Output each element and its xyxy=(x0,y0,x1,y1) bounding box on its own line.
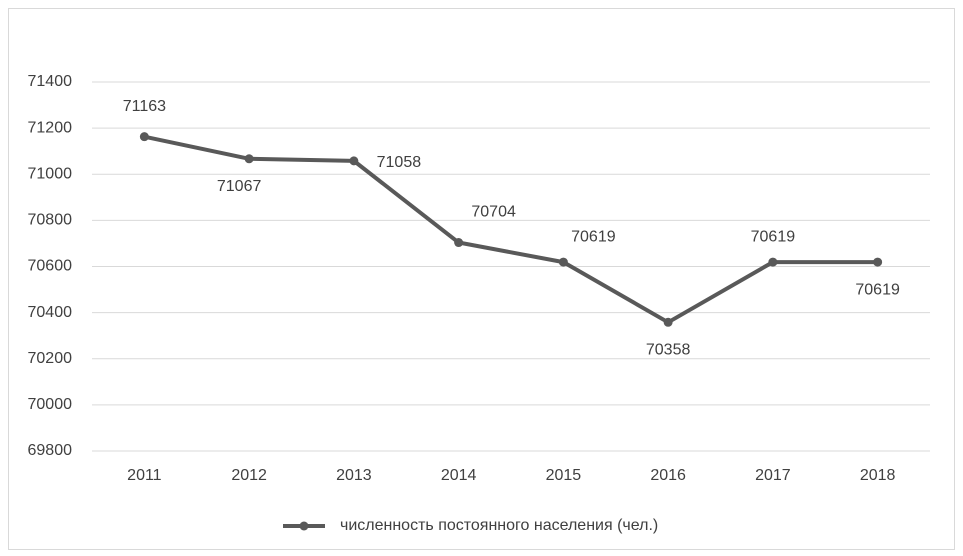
data-label: 71058 xyxy=(377,154,422,171)
legend-label: численность постоянного населения (чел.) xyxy=(340,517,658,534)
y-tick-label: 70800 xyxy=(28,212,73,229)
x-tick-label: 2018 xyxy=(860,467,896,484)
point xyxy=(349,156,359,166)
data-label: 71163 xyxy=(123,98,166,115)
x-tick-label: 2012 xyxy=(231,467,267,484)
y-tick-label: 71200 xyxy=(28,119,73,136)
point xyxy=(558,257,568,267)
data-label: 70619 xyxy=(855,281,900,298)
point xyxy=(663,317,673,327)
data-label: 70619 xyxy=(571,228,616,245)
y-tick-label: 70200 xyxy=(28,350,73,367)
data-label: 70704 xyxy=(471,204,516,221)
data-label: 71067 xyxy=(217,178,262,195)
data-label: 70619 xyxy=(751,228,796,245)
y-tick-label: 71400 xyxy=(28,73,73,90)
x-tick-label: 2011 xyxy=(127,467,162,484)
chart-border xyxy=(8,8,955,550)
x-tick-label: 2017 xyxy=(755,467,791,484)
point xyxy=(873,257,883,267)
y-tick-label: 71000 xyxy=(28,165,73,182)
x-tick-label: 2015 xyxy=(546,467,582,484)
legend-marker xyxy=(299,521,309,531)
line-series xyxy=(143,134,878,325)
x-tick-label: 2016 xyxy=(650,467,686,484)
y-tick-label: 70400 xyxy=(28,304,73,321)
x-tick-label: 2013 xyxy=(336,467,372,484)
point xyxy=(768,257,778,267)
point xyxy=(244,154,254,164)
y-tick-label: 70000 xyxy=(28,396,73,413)
y-tick-label: 70600 xyxy=(28,258,73,275)
point xyxy=(454,238,464,248)
point xyxy=(139,132,149,142)
y-tick-label: 69800 xyxy=(28,442,73,459)
data-label: 70358 xyxy=(646,342,691,359)
x-tick-label: 2014 xyxy=(441,467,477,484)
